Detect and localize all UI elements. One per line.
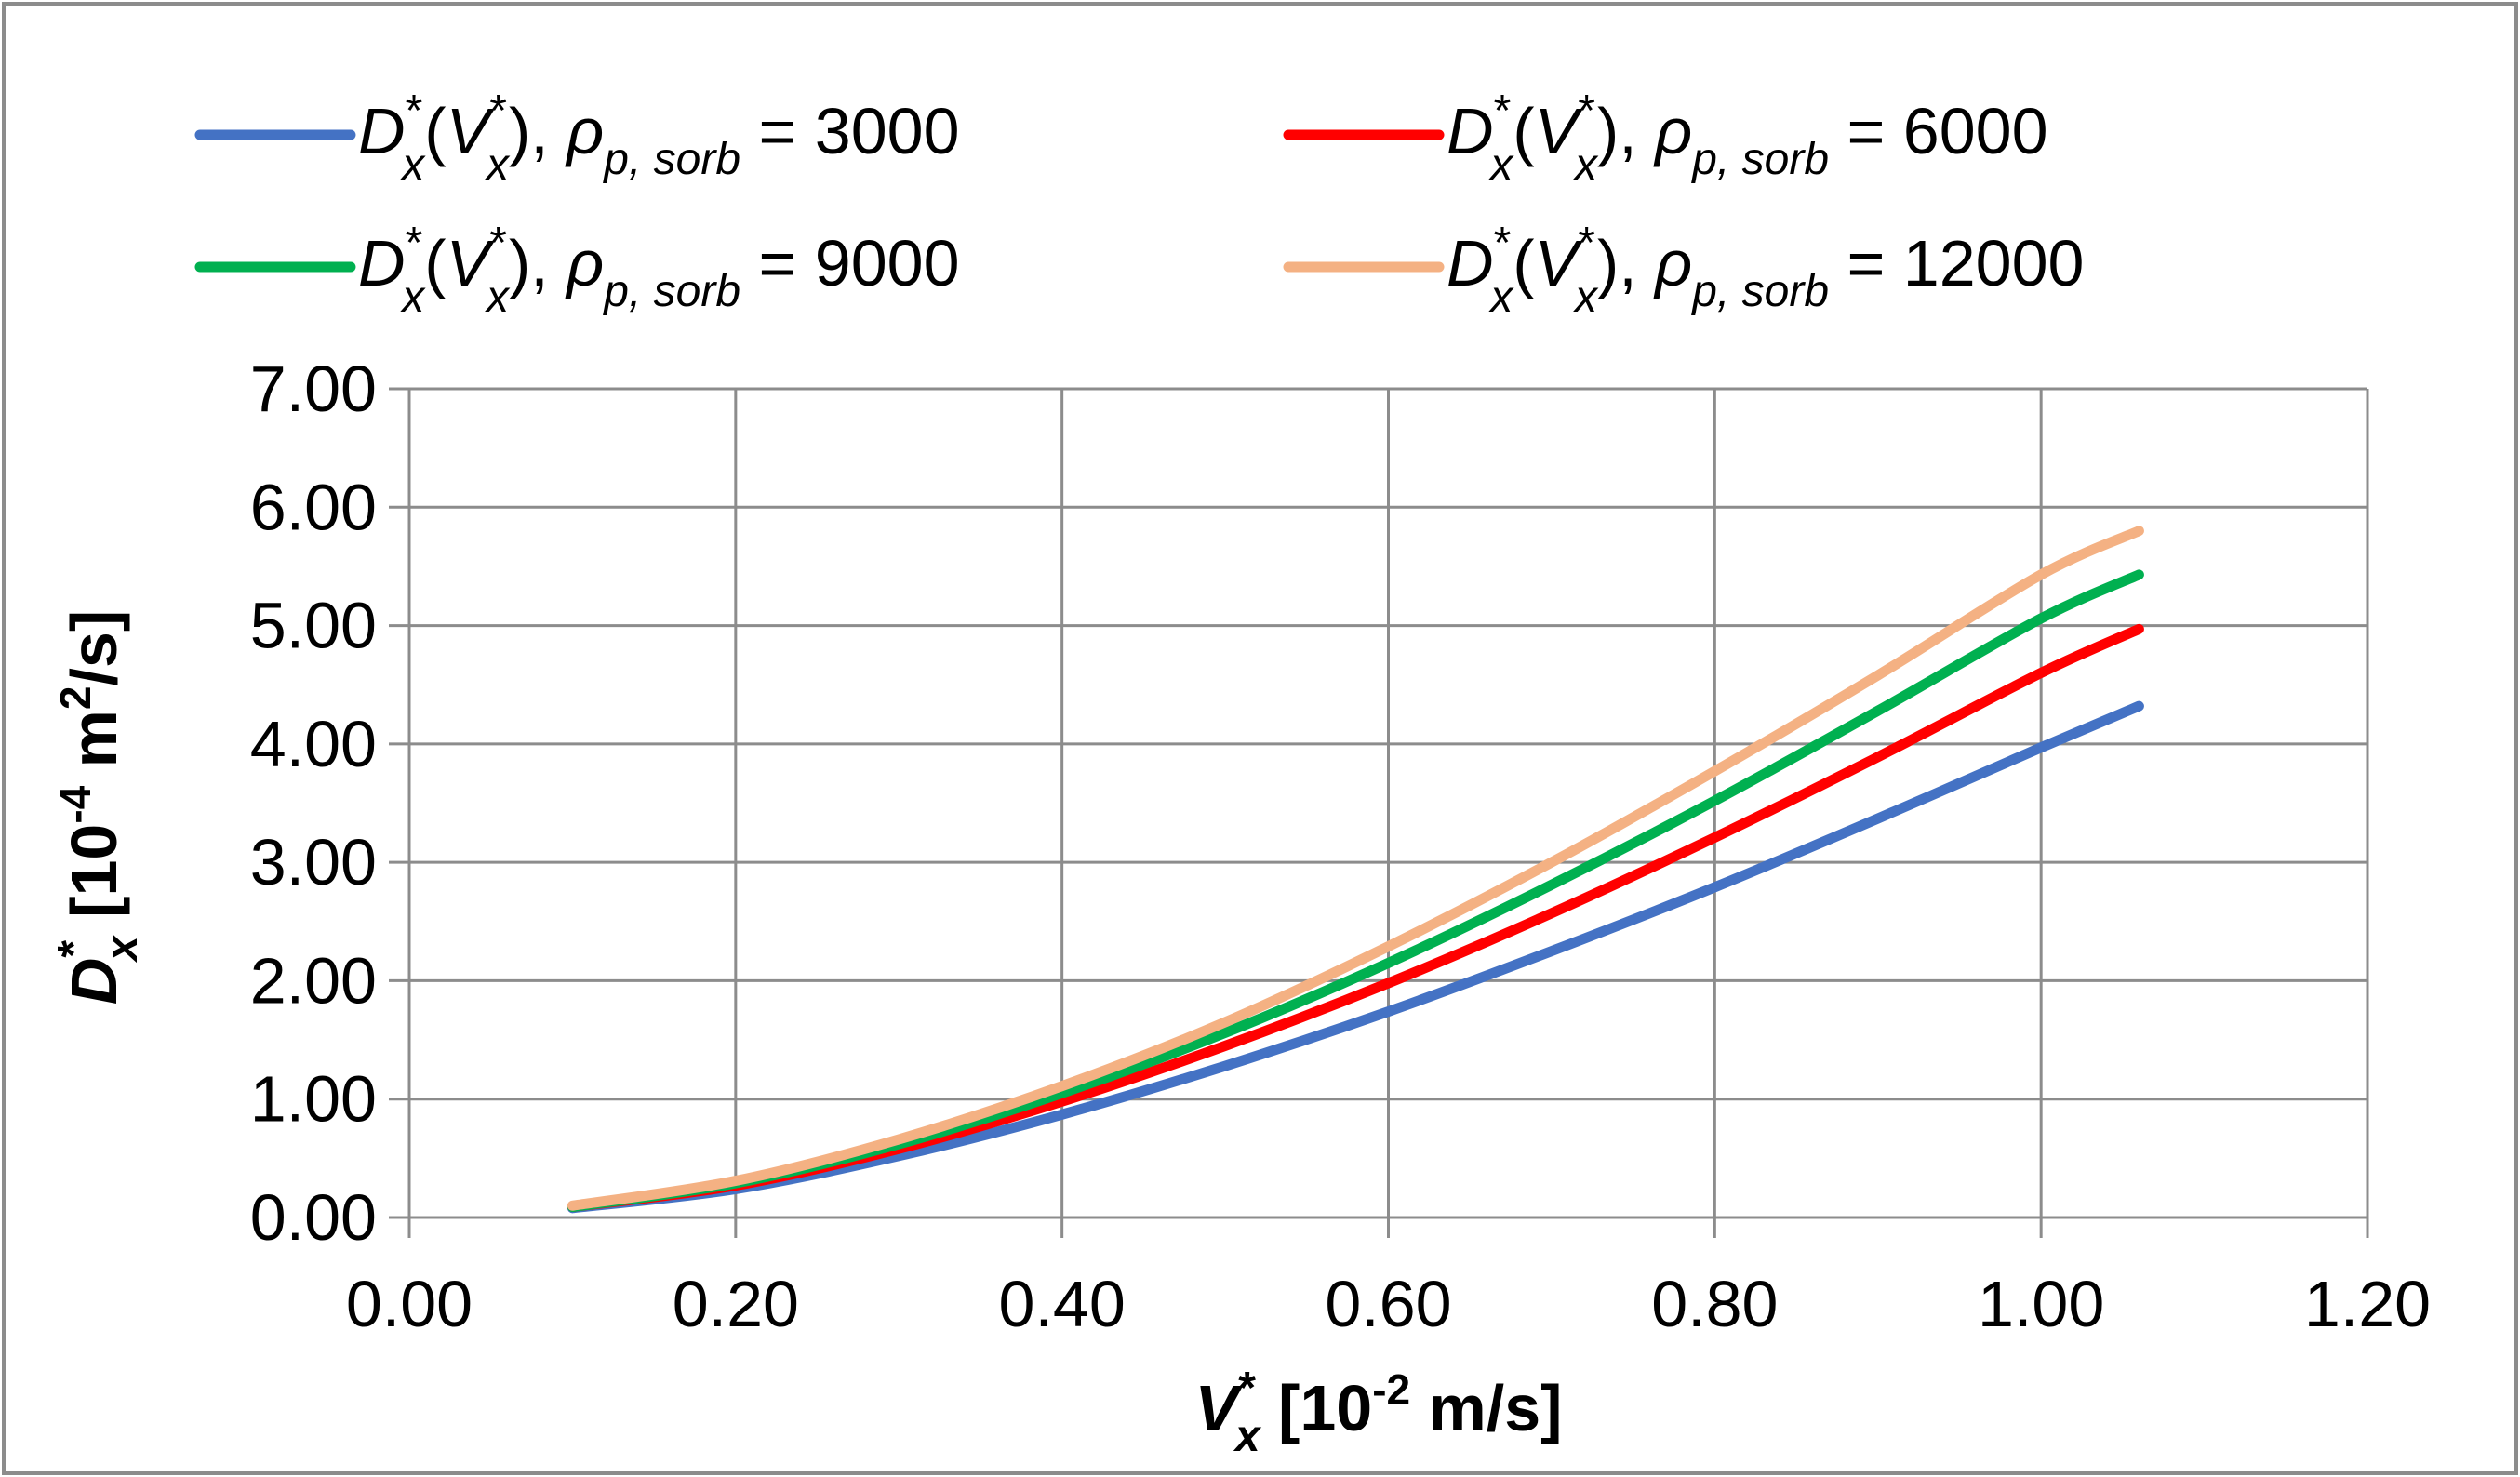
- legend-label-9000: D* x(V* x), ρp, sorb = 9000: [358, 219, 960, 322]
- legend-label-12000: D* x(V* x), ρp, sorb = 12000: [1447, 219, 2084, 322]
- x-tick-label: 0.60: [1325, 1268, 1451, 1340]
- y-tick-label: 4.00: [250, 708, 377, 780]
- series-lines: [567, 526, 2144, 1214]
- x-tick-label: 1.20: [2304, 1268, 2431, 1340]
- x-tick-label: 0.00: [346, 1268, 473, 1340]
- x-axis-title: V* x [10-2 m/s]: [1194, 1364, 1562, 1461]
- series-line-12000: [567, 526, 2144, 1211]
- y-tick-label: 1.00: [250, 1063, 377, 1136]
- legend-label-6000: D* x(V* x), ρp, sorb = 6000: [1447, 86, 2048, 190]
- y-tick-label: 2.00: [250, 944, 377, 1017]
- y-axis-title: D*x [10-4 m2/s]: [49, 610, 147, 1005]
- legend: D* x(V* x), ρp, sorb = 3000 D* x(V* x), ρp, s…: [194, 86, 2084, 322]
- x-tick-label: 1.00: [1978, 1268, 2104, 1340]
- y-tick-label: 0.00: [250, 1181, 377, 1254]
- legend-label-3000: D* x(V* x), ρp, sorb = 3000: [358, 86, 960, 190]
- x-tick-label: 0.40: [999, 1268, 1126, 1340]
- y-tick-label: 7.00: [250, 353, 377, 425]
- y-tick-label: 5.00: [250, 590, 377, 662]
- y-tick-label: 3.00: [250, 826, 377, 898]
- y-tick-label: 6.00: [250, 471, 377, 543]
- x-tick-label: 0.20: [673, 1268, 799, 1340]
- series-line-3000: [567, 700, 2144, 1214]
- x-tick-label: 0.80: [1651, 1268, 1778, 1340]
- axes: 0.00 1.00 2.00 3.00 4.00 5.00 6.00 7.00 0.00 0.20…: [250, 353, 2431, 1340]
